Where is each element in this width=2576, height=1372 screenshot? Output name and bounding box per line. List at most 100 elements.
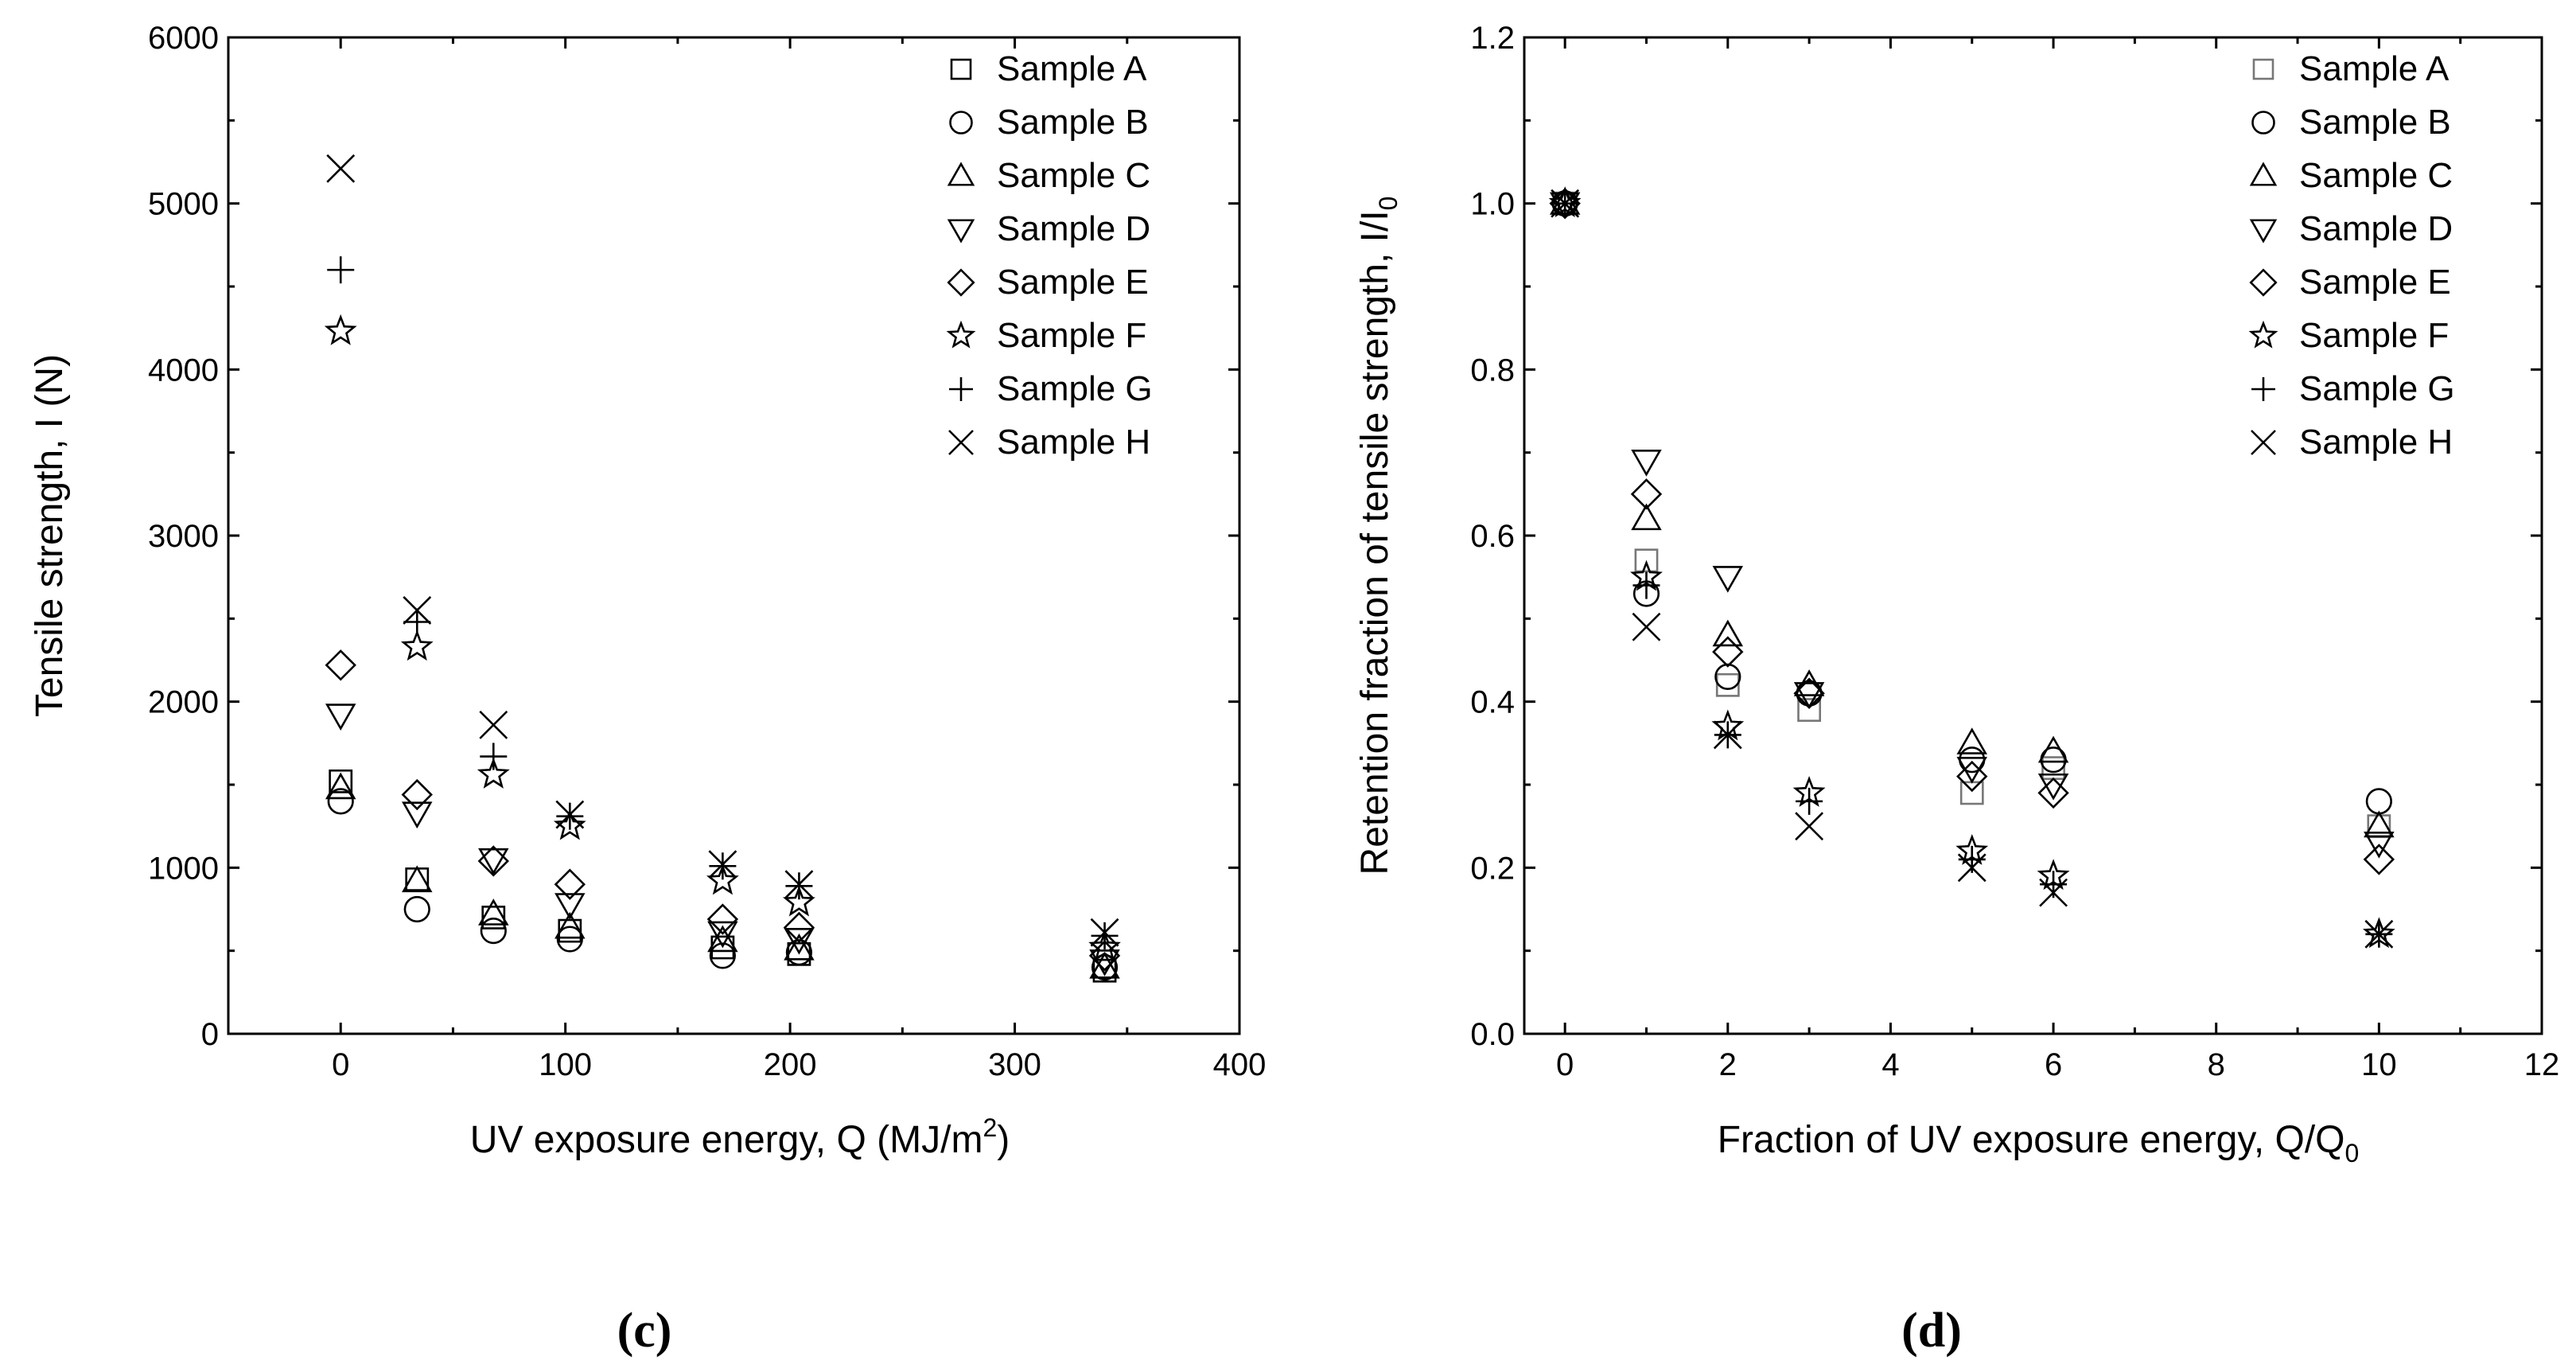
legend-label-sample-a: Sample A bbox=[2299, 49, 2450, 88]
legend-label-sample-b: Sample B bbox=[997, 103, 1149, 142]
legend-label-sample-c: Sample C bbox=[997, 156, 1150, 195]
chart-d-axis-ticks: 0 2 4 6 8 10 12 0.0 0.2 0.4 0.6 0.8 1.0 1.2 bbox=[1470, 21, 2559, 1082]
legend-marker-sample-d bbox=[947, 219, 975, 244]
data-point-sample-d bbox=[2364, 831, 2395, 859]
y-tick-label: 4000 bbox=[148, 353, 219, 388]
data-point-sample-b bbox=[1714, 663, 1741, 690]
data-point-sample-d bbox=[325, 704, 356, 731]
data-point-sample-h bbox=[2039, 878, 2068, 907]
chart-c-y-axis-label: Tensile strength, I (N) bbox=[29, 354, 71, 717]
legend-marker-sample-e bbox=[2249, 268, 2278, 297]
x-tick-label: 6 bbox=[2045, 1047, 2062, 1082]
x-tick-label: 200 bbox=[764, 1047, 817, 1082]
x-tick-label: 4 bbox=[1881, 1047, 1899, 1082]
data-point-sample-e bbox=[1088, 940, 1121, 972]
legend-label-sample-d: Sample D bbox=[2299, 209, 2453, 248]
y-tick-label: 2000 bbox=[148, 685, 219, 720]
data-point-sample-d bbox=[1712, 566, 1744, 593]
data-point-sample-f bbox=[782, 885, 815, 917]
data-point-sample-e bbox=[783, 911, 815, 944]
legend-marker-sample-c bbox=[947, 162, 975, 186]
data-point-sample-d bbox=[784, 928, 815, 955]
legend-label-sample-h: Sample H bbox=[2299, 423, 2453, 462]
legend-label-sample-g: Sample G bbox=[2299, 369, 2455, 408]
data-point-sample-e bbox=[1630, 478, 1663, 510]
legend-label-sample-g: Sample G bbox=[997, 369, 1153, 408]
data-point-sample-g bbox=[403, 608, 431, 636]
data-point-sample-c bbox=[2364, 810, 2395, 838]
data-point-sample-d bbox=[555, 893, 586, 920]
legend-label-sample-f: Sample F bbox=[2299, 316, 2449, 355]
y-tick-label: 0 bbox=[201, 1017, 219, 1052]
legend-marker-sample-b bbox=[949, 111, 973, 134]
data-point-sample-f bbox=[553, 809, 586, 840]
legend-marker-sample-g bbox=[949, 377, 973, 401]
legend-marker-sample-a bbox=[950, 58, 972, 80]
legend-marker-sample-f bbox=[946, 320, 976, 349]
data-point-sample-c bbox=[1712, 619, 1744, 647]
x-tick-label: 0 bbox=[332, 1047, 349, 1082]
legend-marker-sample-g bbox=[2251, 377, 2275, 401]
data-point-sample-a bbox=[1959, 781, 1984, 805]
data-point-sample-g bbox=[709, 852, 737, 880]
legend-marker-sample-c bbox=[2249, 162, 2278, 186]
data-point-sample-h bbox=[479, 710, 508, 739]
x-tick-label: 10 bbox=[2361, 1047, 2397, 1082]
data-point-sample-d bbox=[1631, 450, 1662, 477]
data-point-sample-h bbox=[403, 595, 432, 625]
data-point-sample-h bbox=[708, 850, 737, 879]
data-point-sample-c bbox=[1089, 951, 1120, 979]
data-point-sample-e bbox=[1793, 677, 1825, 709]
data-point-sample-c bbox=[325, 772, 356, 800]
data-point-sample-b bbox=[2365, 788, 2392, 815]
data-point-sample-c bbox=[784, 933, 815, 961]
data-point-sample-d bbox=[707, 921, 738, 949]
x-tick-label: 12 bbox=[2524, 1047, 2560, 1082]
legend-marker-sample-e bbox=[947, 268, 975, 297]
y-tick-label: 3000 bbox=[148, 519, 219, 554]
data-point-sample-e bbox=[2037, 777, 2069, 809]
data-point-sample-g bbox=[327, 256, 355, 284]
y-tick-label: 6000 bbox=[148, 21, 219, 56]
legend-label-sample-d: Sample D bbox=[997, 209, 1150, 248]
data-point-sample-e bbox=[2363, 844, 2395, 875]
data-point-sample-h bbox=[1090, 918, 1119, 947]
legend-label-sample-a: Sample A bbox=[997, 49, 1147, 88]
legend-marker-sample-d bbox=[2249, 219, 2278, 244]
x-tick-label: 2 bbox=[1719, 1047, 1737, 1082]
data-point-sample-b bbox=[709, 942, 736, 969]
data-point-sample-a bbox=[558, 918, 582, 943]
data-point-sample-b bbox=[480, 918, 507, 945]
data-point-sample-h bbox=[1551, 189, 1580, 218]
legend-label-sample-h: Sample H bbox=[997, 423, 1150, 462]
data-point-sample-b bbox=[327, 788, 354, 815]
data-point-sample-a bbox=[1715, 672, 1740, 697]
data-point-sample-d bbox=[1793, 682, 1825, 709]
x-tick-label: 400 bbox=[1213, 1047, 1267, 1082]
x-tick-label: 300 bbox=[988, 1047, 1041, 1082]
data-point-sample-a bbox=[481, 906, 506, 930]
data-point-sample-e bbox=[401, 778, 433, 811]
data-point-sample-h bbox=[784, 870, 814, 899]
chart-d-legend: Sample A Sample B Sample C Sample D Sample E… bbox=[2248, 49, 2455, 462]
y-tick-label: 0.4 bbox=[1470, 685, 1515, 720]
data-point-sample-a bbox=[1634, 548, 1659, 573]
data-point-sample-f bbox=[324, 314, 357, 345]
data-point-sample-e bbox=[706, 903, 739, 935]
data-point-sample-c bbox=[707, 925, 738, 953]
data-point-sample-g bbox=[1091, 922, 1119, 949]
legend-label-sample-e: Sample E bbox=[2299, 263, 2451, 302]
data-point-sample-e bbox=[325, 649, 356, 681]
data-point-sample-h bbox=[1795, 812, 1824, 841]
data-point-sample-g bbox=[480, 743, 508, 770]
y-tick-label: 1.0 bbox=[1470, 187, 1515, 222]
legend-marker-sample-a bbox=[2252, 58, 2274, 80]
y-tick-label: 1.2 bbox=[1470, 21, 1515, 56]
data-point-sample-d bbox=[402, 801, 433, 829]
x-tick-label: 0 bbox=[1556, 1047, 1574, 1082]
legend-label-sample-f: Sample F bbox=[997, 316, 1146, 355]
y-tick-label: 0.8 bbox=[1470, 353, 1515, 388]
data-point-sample-c bbox=[1956, 727, 1988, 754]
